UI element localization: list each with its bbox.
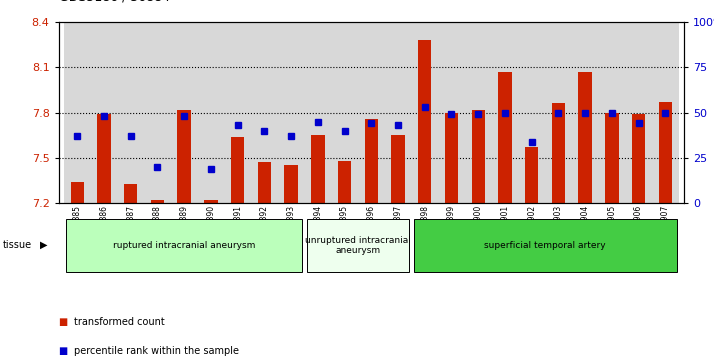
Bar bbox=[652, 22, 679, 203]
Bar bbox=[304, 22, 331, 203]
Bar bbox=[518, 22, 545, 203]
Bar bbox=[258, 163, 271, 203]
Bar bbox=[91, 22, 117, 203]
Bar bbox=[204, 200, 218, 203]
FancyBboxPatch shape bbox=[413, 220, 677, 272]
Bar bbox=[171, 22, 198, 203]
Text: transformed count: transformed count bbox=[74, 317, 165, 327]
Text: percentile rank within the sample: percentile rank within the sample bbox=[74, 346, 239, 356]
Bar bbox=[178, 110, 191, 203]
Bar bbox=[632, 114, 645, 203]
Bar bbox=[445, 113, 458, 203]
Bar bbox=[284, 166, 298, 203]
Bar bbox=[578, 72, 592, 203]
Bar bbox=[465, 22, 491, 203]
Bar bbox=[231, 137, 244, 203]
Bar bbox=[605, 113, 618, 203]
Bar bbox=[365, 119, 378, 203]
Bar bbox=[525, 147, 538, 203]
Text: ■: ■ bbox=[59, 346, 68, 356]
Bar bbox=[418, 40, 431, 203]
Bar bbox=[198, 22, 224, 203]
Bar bbox=[71, 182, 84, 203]
Bar bbox=[97, 114, 111, 203]
Bar bbox=[552, 103, 565, 203]
Bar bbox=[391, 135, 405, 203]
Bar bbox=[224, 22, 251, 203]
FancyBboxPatch shape bbox=[306, 220, 409, 272]
Text: superficial temporal artery: superficial temporal artery bbox=[484, 241, 606, 250]
Bar bbox=[311, 135, 324, 203]
Bar bbox=[278, 22, 304, 203]
Bar bbox=[658, 102, 672, 203]
Text: GDS5186 / 36884: GDS5186 / 36884 bbox=[59, 0, 169, 4]
Bar bbox=[64, 22, 91, 203]
Text: ▶: ▶ bbox=[40, 240, 48, 250]
Bar bbox=[385, 22, 411, 203]
Text: ■: ■ bbox=[59, 317, 68, 327]
Bar bbox=[471, 110, 485, 203]
Bar bbox=[251, 22, 278, 203]
Bar bbox=[545, 22, 572, 203]
Bar bbox=[144, 22, 171, 203]
Bar bbox=[124, 184, 137, 203]
Bar bbox=[572, 22, 598, 203]
Text: tissue: tissue bbox=[3, 240, 32, 250]
Bar bbox=[498, 72, 512, 203]
Bar bbox=[117, 22, 144, 203]
Bar bbox=[151, 200, 164, 203]
Bar bbox=[491, 22, 518, 203]
FancyBboxPatch shape bbox=[66, 220, 302, 272]
Bar bbox=[625, 22, 652, 203]
Text: unruptured intracranial
aneurysm: unruptured intracranial aneurysm bbox=[305, 236, 411, 255]
Bar bbox=[438, 22, 465, 203]
Bar bbox=[331, 22, 358, 203]
Text: ruptured intracranial aneurysm: ruptured intracranial aneurysm bbox=[113, 241, 256, 250]
Bar bbox=[598, 22, 625, 203]
Bar bbox=[338, 161, 351, 203]
Bar bbox=[411, 22, 438, 203]
Bar bbox=[358, 22, 385, 203]
